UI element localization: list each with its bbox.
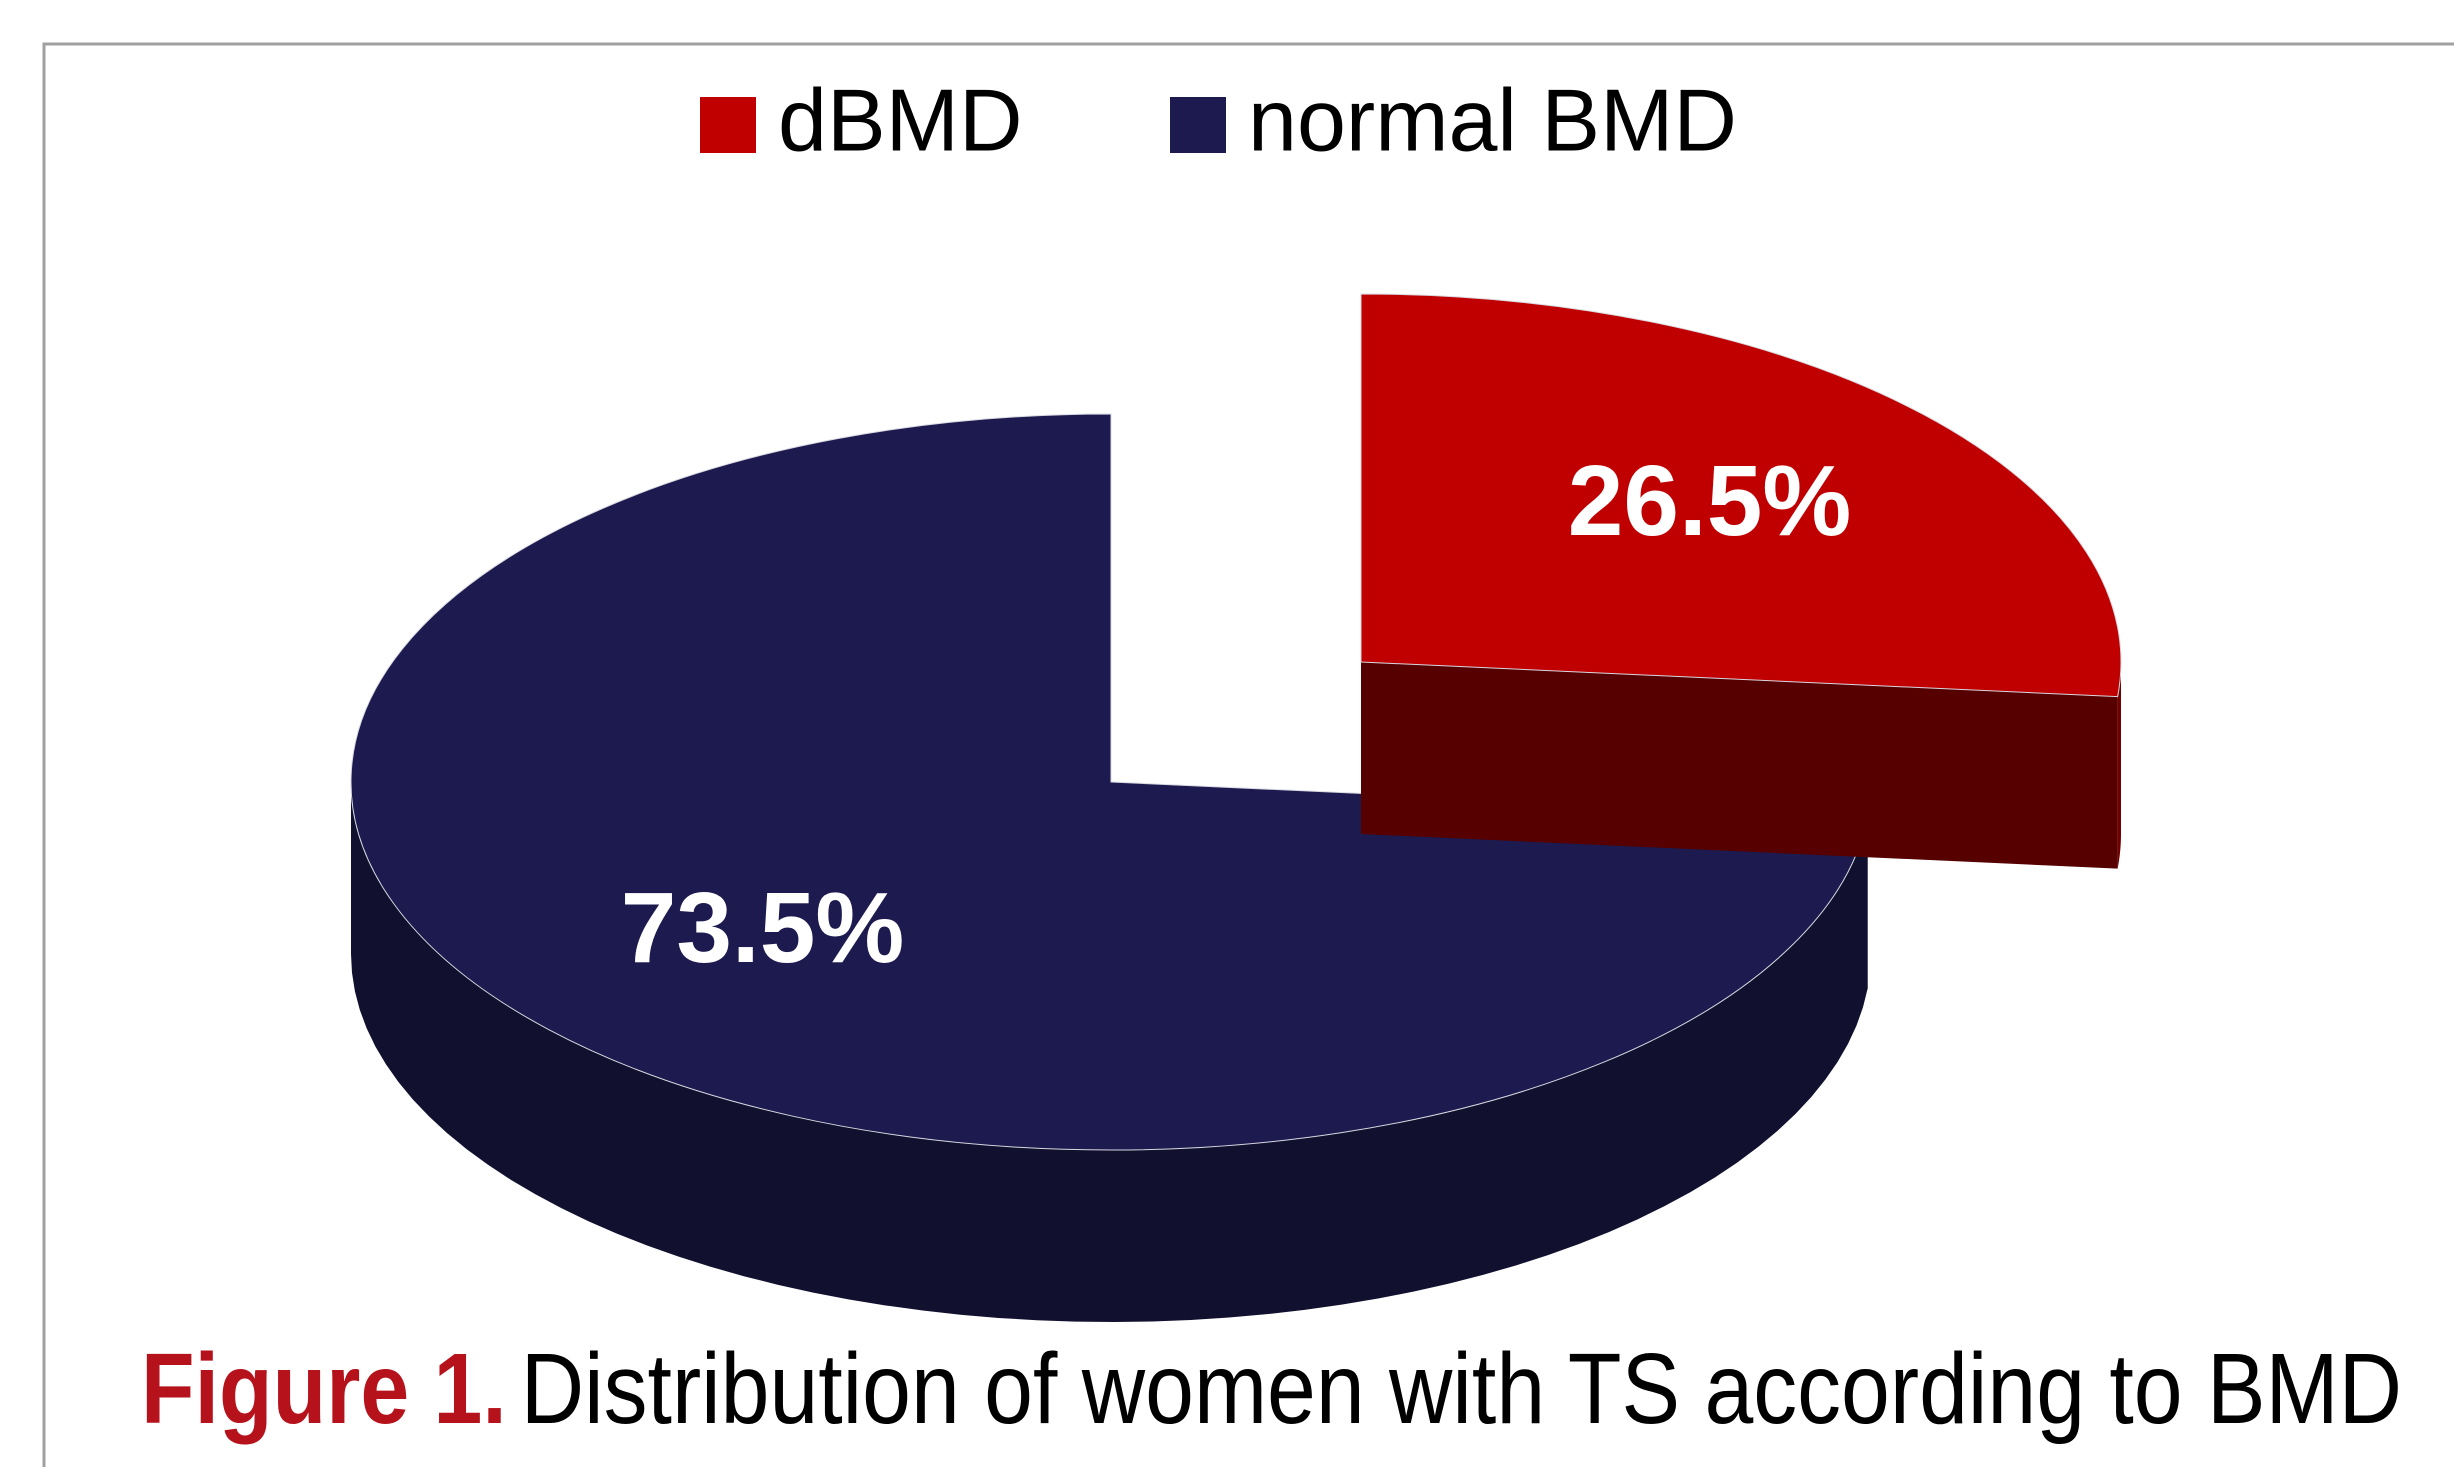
value-label: 26.5% — [1568, 445, 1852, 557]
legend-label: normal BMD — [1248, 70, 1737, 169]
slice-face — [1361, 662, 2118, 869]
legend-label: dBMD — [778, 70, 1023, 169]
legend-swatch — [700, 97, 756, 153]
figure-label: Figure 1. — [141, 1333, 507, 1445]
slice-side — [351, 782, 1868, 1322]
slice-side — [2117, 662, 2121, 869]
caption-text: Distribution of women with TS according … — [521, 1333, 2402, 1445]
pie: 73.5% 26.5% — [350, 293, 2122, 1322]
caption: Figure 1.Distribution of women with TS a… — [141, 1333, 2402, 1445]
legend: dBMD normal BMD — [700, 70, 1737, 169]
slice — [350, 413, 1869, 1151]
value-label: 73.5% — [621, 872, 905, 984]
slice — [1360, 293, 2122, 698]
legend-swatch — [1170, 97, 1226, 153]
